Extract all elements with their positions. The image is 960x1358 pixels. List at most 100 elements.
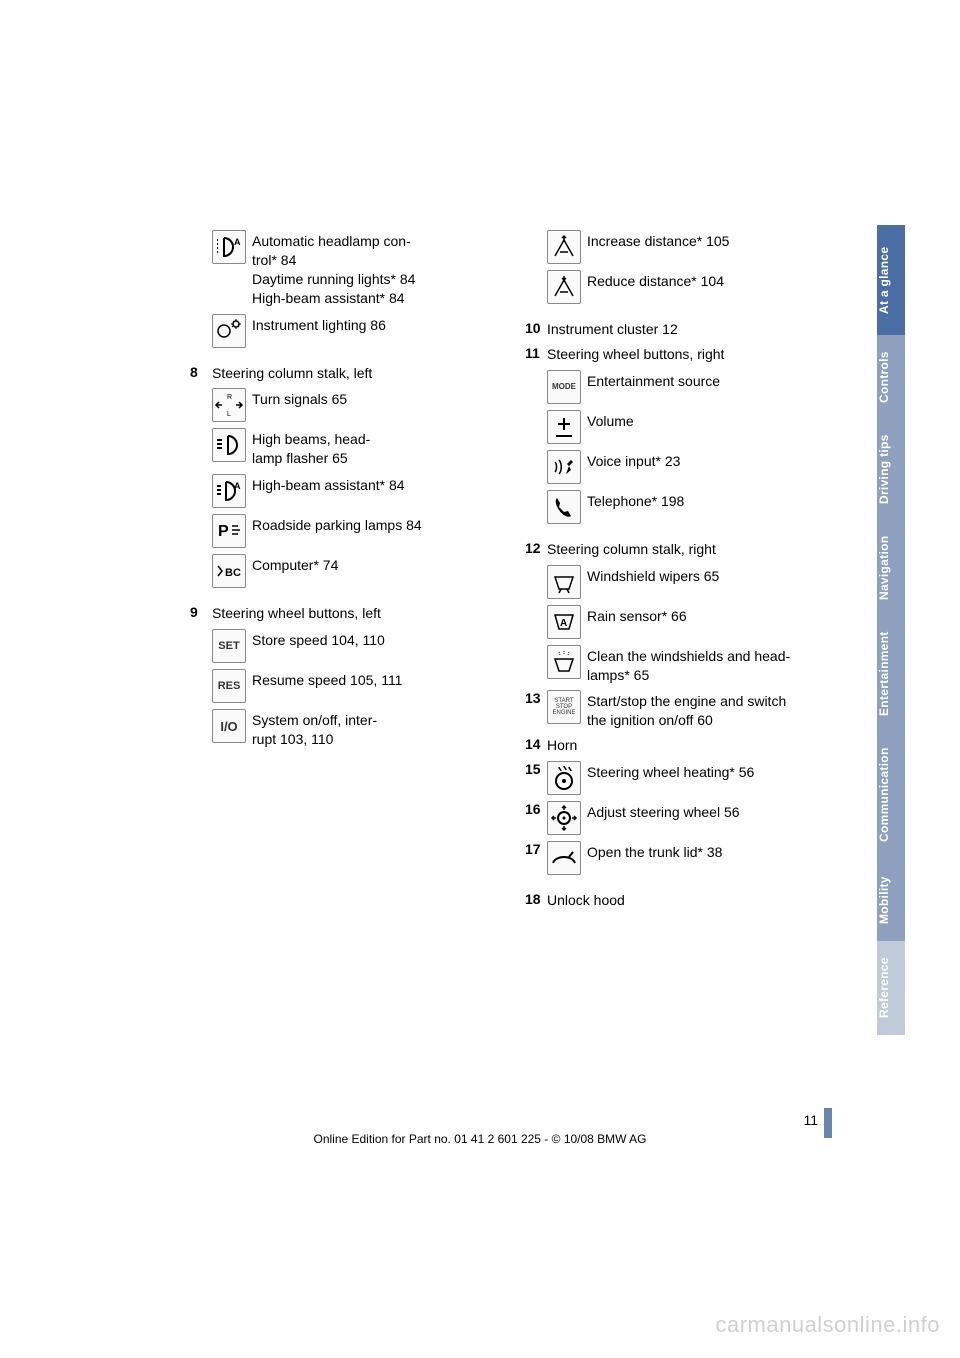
svg-text:L: L	[227, 411, 231, 418]
item-row: A Automatic headlamp con- trol* 84 Dayti…	[190, 230, 495, 308]
side-tabs: At a glance Controls Driving tips Naviga…	[877, 225, 905, 1035]
section-number: 14	[525, 736, 547, 752]
tab-communication[interactable]: Communication	[877, 731, 905, 859]
item-row: Reduce distance* 104	[525, 270, 830, 304]
res-icon: RES	[212, 669, 246, 703]
instrument-lighting-icon	[212, 314, 246, 348]
item-text: Steering wheel heating* 56	[587, 761, 830, 782]
volume-icon	[547, 410, 581, 444]
section-heading: 10 Instrument cluster 12	[525, 320, 830, 339]
item-row: A Rain sensor* 66	[525, 605, 830, 639]
section-heading: 15 Steering wheel heating* 56	[525, 761, 830, 795]
manual-page: A Automatic headlamp con- trol* 84 Dayti…	[0, 0, 960, 1358]
item-row: Volume	[525, 410, 830, 444]
item-text: Resume speed 105, 111	[252, 669, 495, 690]
section-heading: 16 Adjust steering wheel 56	[525, 801, 830, 835]
right-column: Increase distance* 105 Reduce distance* …	[525, 230, 830, 916]
item-row: High beams, head- lamp flasher 65	[190, 428, 495, 468]
svg-text:R: R	[227, 394, 232, 401]
high-beam-icon	[212, 428, 246, 462]
item-text: Clean the windshields and head- lamps* 6…	[587, 645, 830, 685]
item-row: SET Store speed 104, 110	[190, 629, 495, 663]
item-text: Windshield wipers 65	[587, 565, 830, 586]
section-heading: 11 Steering wheel buttons, right	[525, 345, 830, 364]
wiper-icon	[547, 565, 581, 599]
high-beam-assist-icon: A	[212, 474, 246, 508]
item-text: Voice input* 23	[587, 450, 830, 471]
section-number: 17	[525, 841, 547, 857]
item-row: Voice input* 23	[525, 450, 830, 484]
increase-distance-icon	[547, 230, 581, 264]
section-number: 12	[525, 540, 547, 556]
item-row: Telephone* 198	[525, 490, 830, 524]
item-text: System on/off, inter- rupt 103, 110	[252, 709, 495, 749]
tab-navigation[interactable]: Navigation	[877, 519, 905, 617]
computer-icon: BC	[212, 554, 246, 588]
tab-at-a-glance[interactable]: At a glance	[877, 225, 905, 335]
wheel-heat-icon	[547, 761, 581, 795]
item-row: Clean the windshields and head- lamps* 6…	[525, 645, 830, 685]
mode-icon: MODE	[547, 370, 581, 404]
left-column: A Automatic headlamp con- trol* 84 Dayti…	[190, 230, 495, 916]
voice-icon	[547, 450, 581, 484]
tab-mobility[interactable]: Mobility	[877, 859, 905, 941]
parking-lamp-icon: P	[212, 514, 246, 548]
heading-text: Horn	[547, 736, 830, 755]
section-heading: 9 Steering wheel buttons, left	[190, 604, 495, 623]
trunk-icon	[547, 841, 581, 875]
section-number: 8	[190, 364, 212, 380]
rain-sensor-icon: A	[547, 605, 581, 639]
headlamp-auto-icon: A	[212, 230, 246, 264]
heading-text: Unlock hood	[547, 891, 830, 910]
watermark: carmanualsonline.info	[715, 1312, 940, 1338]
section-number: 18	[525, 891, 547, 907]
section-heading: 14 Horn	[525, 736, 830, 755]
svg-text:BC: BC	[225, 567, 241, 579]
section-number: 11	[525, 345, 547, 361]
svg-text:A: A	[234, 237, 241, 247]
heading-text: Steering wheel buttons, left	[212, 604, 495, 623]
tab-entertainment[interactable]: Entertainment	[877, 617, 905, 731]
item-row: Instrument lighting 86	[190, 314, 495, 348]
heading-text: Steering column stalk, left	[212, 364, 495, 383]
item-text: Instrument lighting 86	[252, 314, 495, 335]
section-number: 9	[190, 604, 212, 620]
page-number: 11	[803, 1112, 818, 1128]
start-stop-icon: STARTSTOPENGINE	[547, 690, 581, 724]
item-text: Entertainment source	[587, 370, 830, 391]
item-text: Automatic headlamp con- trol* 84 Daytime…	[252, 230, 495, 308]
section-number: 16	[525, 801, 547, 817]
svg-text:A: A	[234, 481, 241, 491]
tab-reference[interactable]: Reference	[877, 941, 905, 1035]
section-heading: 12 Steering column stalk, right	[525, 540, 830, 559]
reduce-distance-icon	[547, 270, 581, 304]
item-text: Start/stop the engine and switch the ign…	[587, 690, 830, 730]
adjust-wheel-icon	[547, 801, 581, 835]
item-text: High-beam assistant* 84	[252, 474, 495, 495]
item-row: Increase distance* 105	[525, 230, 830, 264]
telephone-icon	[547, 490, 581, 524]
footer-text: Online Edition for Part no. 01 41 2 601 …	[0, 1132, 960, 1146]
io-icon: I/O	[212, 709, 246, 743]
item-text: Turn signals 65	[252, 388, 495, 409]
item-text: Rain sensor* 66	[587, 605, 830, 626]
section-heading: 8 Steering column stalk, left	[190, 364, 495, 383]
heading-text: Steering column stalk, right	[547, 540, 830, 559]
item-text: Open the trunk lid* 38	[587, 841, 830, 862]
item-row: I/O System on/off, inter- rupt 103, 110	[190, 709, 495, 749]
section-number: 10	[525, 320, 547, 336]
section-heading: 18 Unlock hood	[525, 891, 830, 910]
wash-icon	[547, 645, 581, 679]
tab-driving-tips[interactable]: Driving tips	[877, 419, 905, 519]
item-text: High beams, head- lamp flasher 65	[252, 428, 495, 468]
item-row: MODE Entertainment source	[525, 370, 830, 404]
item-text: Telephone* 198	[587, 490, 830, 511]
svg-text:P: P	[218, 523, 229, 540]
item-text: Adjust steering wheel 56	[587, 801, 830, 822]
item-text: Reduce distance* 104	[587, 270, 830, 291]
heading-text: Steering wheel buttons, right	[547, 345, 830, 364]
tab-controls[interactable]: Controls	[877, 335, 905, 419]
section-number: 15	[525, 761, 547, 777]
svg-text:A: A	[560, 618, 567, 629]
section-heading: 13 STARTSTOPENGINE Start/stop the engine…	[525, 690, 830, 730]
